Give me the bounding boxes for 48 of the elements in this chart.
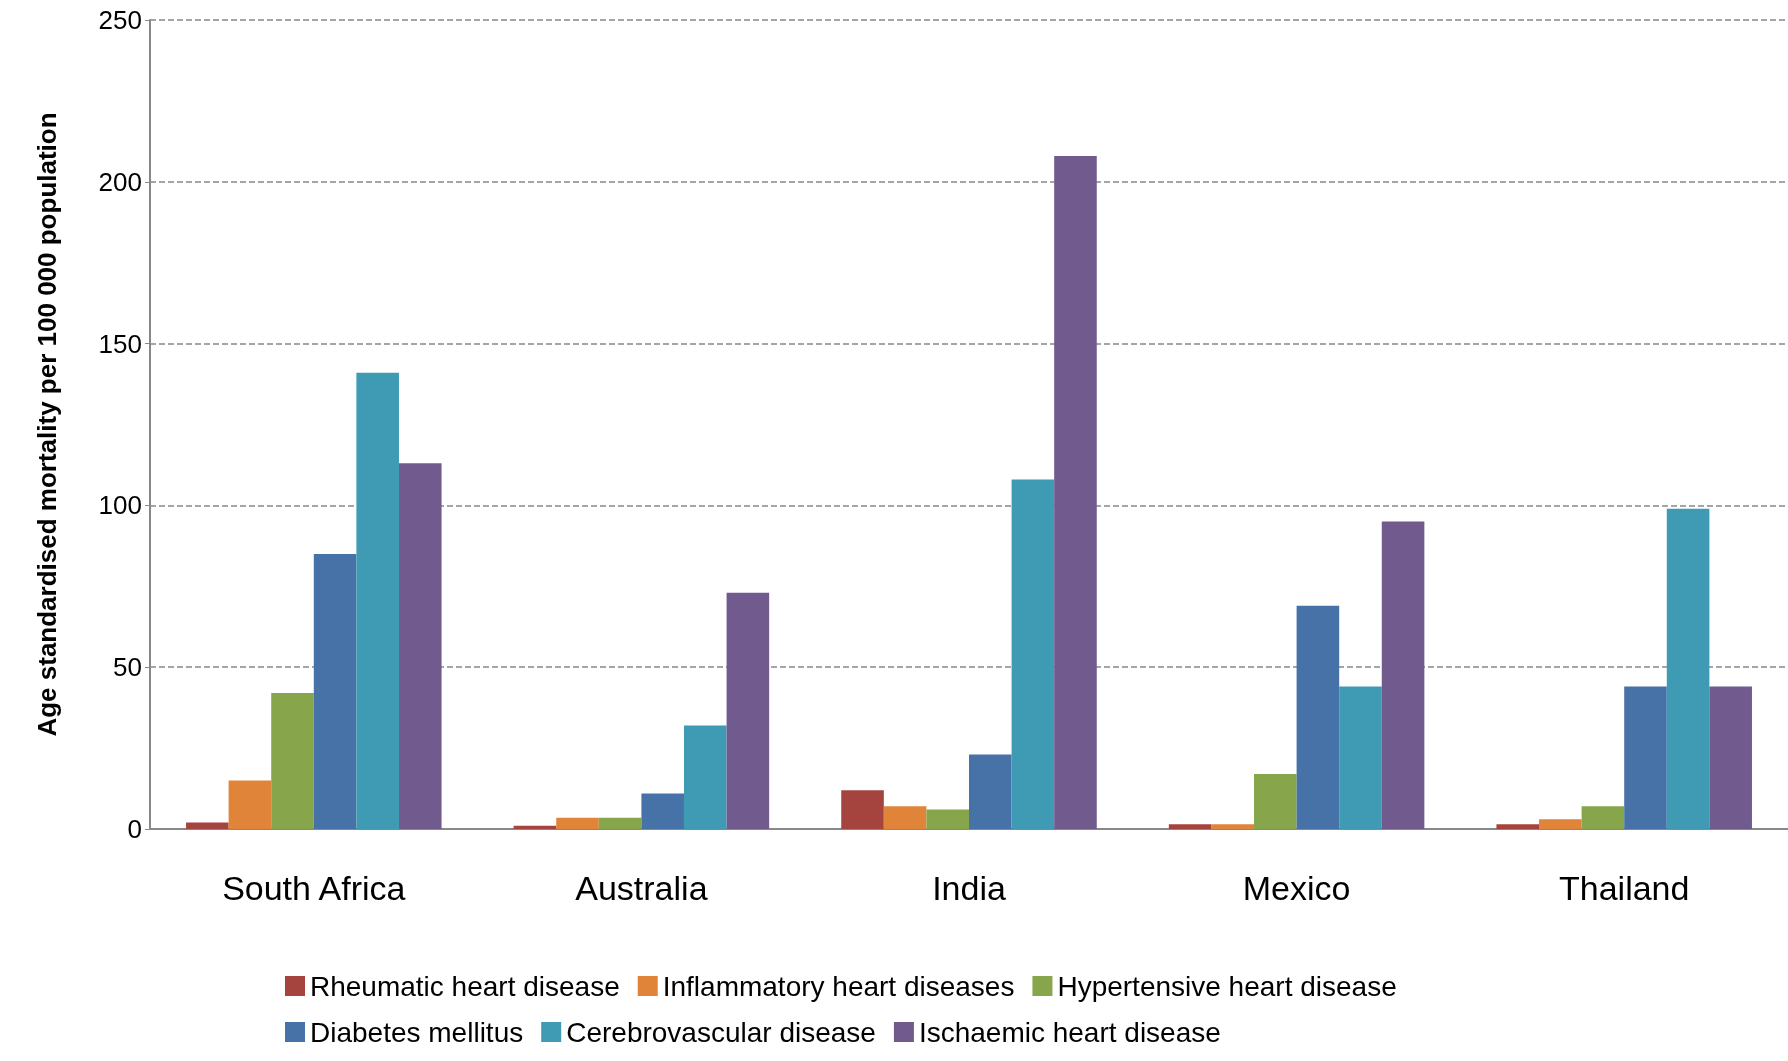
bar xyxy=(1709,686,1752,829)
x-tick-label: Mexico xyxy=(1242,869,1351,907)
bar xyxy=(1254,773,1297,829)
x-tick-label: South Africa xyxy=(222,869,406,907)
bar xyxy=(1581,806,1625,829)
bar xyxy=(726,592,770,829)
bar xyxy=(1211,824,1255,829)
bar xyxy=(1539,819,1582,829)
y-tick-label: 0 xyxy=(127,814,142,844)
y-tick-label: 100 xyxy=(98,490,142,521)
bar xyxy=(513,825,557,829)
bar xyxy=(1666,508,1710,829)
bar xyxy=(1496,824,1540,829)
legend-label: Hypertensive heart disease xyxy=(1057,970,1397,1002)
bar xyxy=(271,693,314,829)
bar xyxy=(1624,686,1667,829)
legend-label: Diabetes mellitus xyxy=(310,1016,524,1048)
bar xyxy=(398,463,442,829)
bar xyxy=(1054,155,1097,829)
legend-label: Ischaemic heart disease xyxy=(918,1016,1221,1048)
bar xyxy=(641,793,684,829)
y-tick-label: 150 xyxy=(98,328,142,359)
bar xyxy=(883,806,927,829)
bar xyxy=(1011,479,1055,829)
bar xyxy=(1296,605,1340,829)
bar xyxy=(841,790,884,829)
legend-label: Cerebrovascular disease xyxy=(566,1016,876,1048)
bar xyxy=(186,822,229,829)
legend-label: Rheumatic heart disease xyxy=(310,970,620,1002)
y-tick-label: 50 xyxy=(113,652,142,683)
bar xyxy=(1339,686,1382,829)
bar xyxy=(313,553,357,829)
legend-label: Inflammatory heart diseases xyxy=(662,970,1015,1002)
bar xyxy=(683,725,727,829)
bar xyxy=(969,754,1012,829)
x-tick-label: Thailand xyxy=(1558,869,1690,907)
y-axis-title: Age standardised mortality per 100 000 population xyxy=(32,112,62,737)
y-tick-label: 200 xyxy=(98,166,142,197)
bar xyxy=(1381,521,1425,829)
x-tick-label: India xyxy=(932,869,1006,907)
bar xyxy=(228,780,272,829)
bar xyxy=(598,817,642,829)
bar xyxy=(356,372,399,829)
bar xyxy=(1168,824,1212,829)
y-tick-label: 250 xyxy=(98,5,142,35)
x-tick-label: Australia xyxy=(575,869,708,907)
bar xyxy=(556,817,599,829)
bar xyxy=(926,809,969,829)
